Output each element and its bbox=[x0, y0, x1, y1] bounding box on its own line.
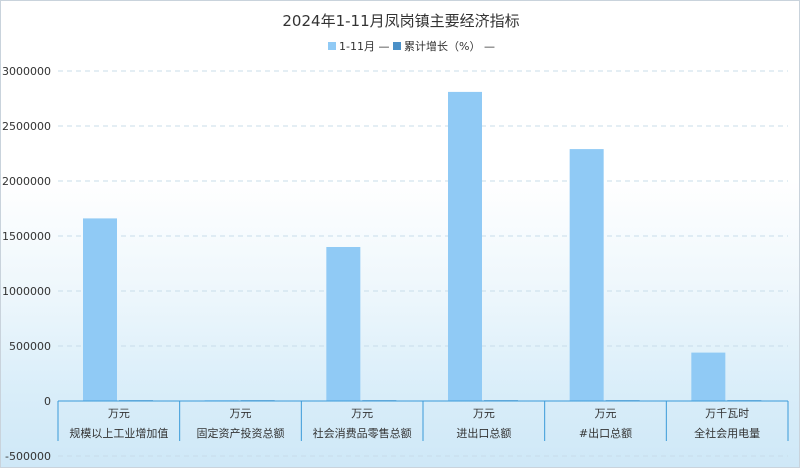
y-axis-ticks: 3000000 2500000 2000000 1500000 1000000 50000… bbox=[2, 65, 51, 463]
y-tick-label-6: 0 bbox=[44, 395, 51, 408]
x-category-unit-0: 万元 bbox=[108, 407, 130, 420]
y-tick-label-2: 2000000 bbox=[2, 175, 51, 188]
legend-swatch-1[interactable] bbox=[393, 42, 401, 50]
legend[interactable]: 1-11月 — 累计增长（%） — bbox=[328, 39, 495, 53]
x-category-label-4: #出口总额 bbox=[579, 426, 632, 440]
x-category-unit-3: 万元 bbox=[473, 407, 495, 420]
x-category-unit-1: 万元 bbox=[230, 407, 252, 420]
x-category-label-0: 规模以上工业增加值 bbox=[69, 426, 168, 440]
y-tick-label-3: 1500000 bbox=[2, 230, 51, 243]
bar-0-3 bbox=[448, 91, 482, 402]
y-tick-label-1: 2500000 bbox=[2, 120, 51, 133]
x-category-label-1: 固定资产投资总额 bbox=[197, 426, 285, 440]
grid-lines bbox=[58, 70, 788, 457]
bars bbox=[83, 91, 762, 402]
x-category-label-2: 社会消费品零售总额 bbox=[313, 426, 412, 440]
legend-label-1[interactable]: 累计增长（%） — bbox=[404, 39, 495, 53]
chart-title: 2024年1-11月凤岗镇主要经济指标 bbox=[282, 12, 519, 30]
y-tick-label-5: 500000 bbox=[9, 340, 51, 353]
x-category-unit-4: 万元 bbox=[595, 407, 617, 420]
bar-0-0 bbox=[83, 218, 117, 401]
bar-0-5 bbox=[691, 352, 726, 401]
y-tick-label-7: -500000 bbox=[5, 450, 51, 463]
legend-label-0[interactable]: 1-11月 — bbox=[339, 40, 389, 53]
bar-0-4 bbox=[569, 149, 604, 401]
y-tick-label-0: 3000000 bbox=[2, 65, 51, 78]
x-category-unit-5: 万千瓦时 bbox=[705, 407, 749, 420]
y-tick-label-4: 1000000 bbox=[2, 285, 51, 298]
x-axis: 万元规模以上工业增加值万元固定资产投资总额万元社会消费品零售总额万元进出口总额万… bbox=[57, 400, 789, 441]
x-category-label-5: 全社会用电量 bbox=[694, 426, 760, 440]
x-category-unit-2: 万元 bbox=[351, 407, 373, 420]
bar-0-2 bbox=[326, 247, 361, 401]
x-category-label-3: 进出口总额 bbox=[456, 426, 511, 440]
legend-swatch-0[interactable] bbox=[328, 42, 336, 50]
